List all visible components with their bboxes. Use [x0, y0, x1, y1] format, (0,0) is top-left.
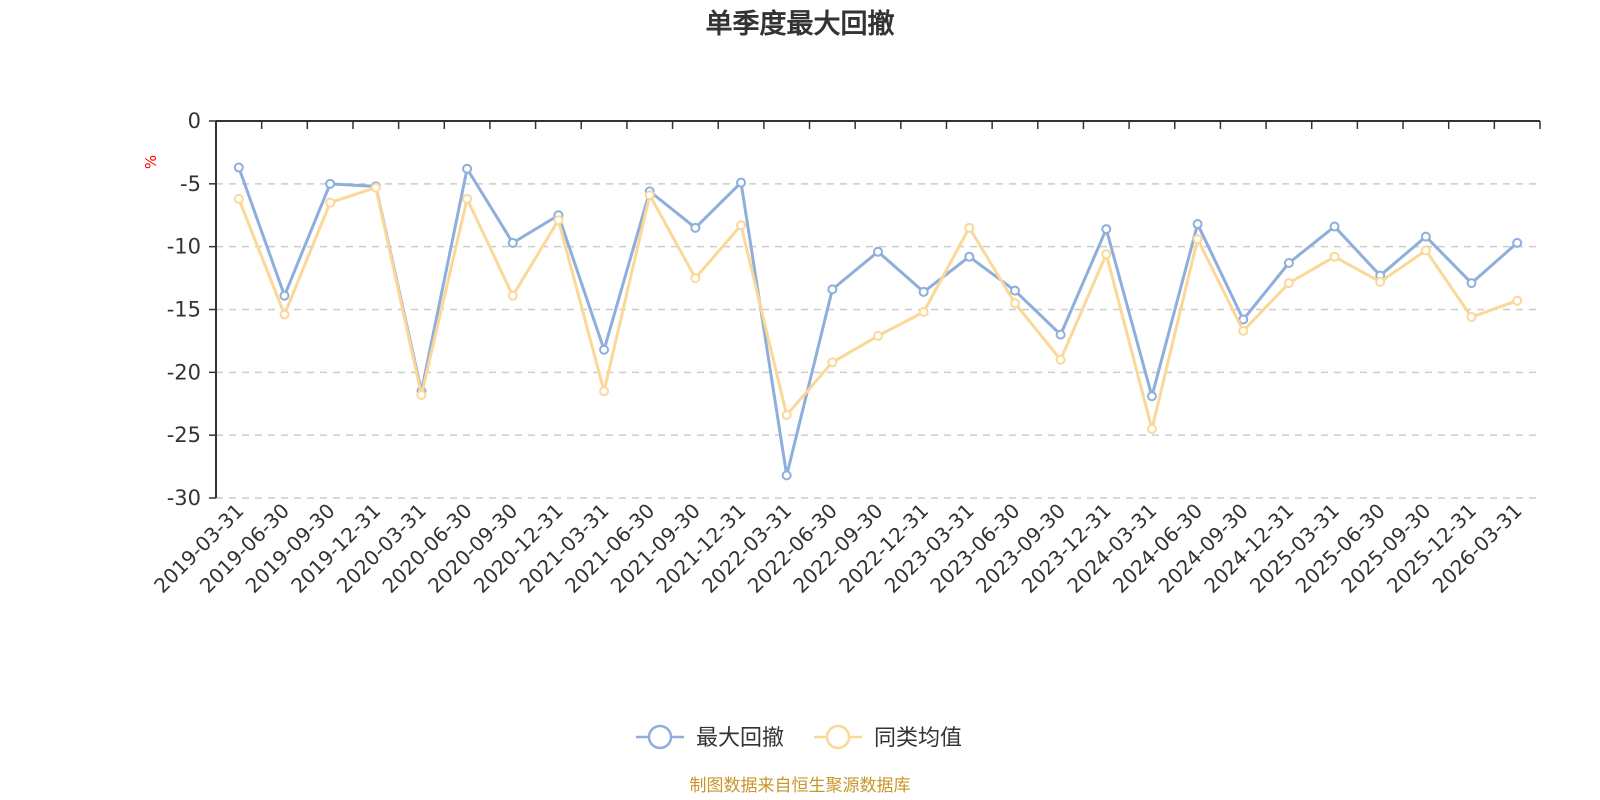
data-point[interactable]	[1055, 329, 1066, 340]
x-axis-tick-labels: 2019-03-312019-06-302019-09-302019-12-31…	[149, 499, 1527, 598]
data-point[interactable]	[964, 251, 975, 262]
data-point[interactable]	[233, 193, 244, 204]
y-tick-label: -10	[167, 235, 201, 259]
data-point[interactable]	[462, 193, 473, 204]
data-point[interactable]	[1192, 234, 1203, 245]
data-point[interactable]	[644, 190, 655, 201]
y-tick-label: -15	[167, 298, 201, 322]
data-point[interactable]	[1466, 312, 1477, 323]
data-point[interactable]	[1101, 224, 1112, 235]
legend-circle-icon	[647, 724, 673, 750]
y-tick-label: 0	[188, 109, 201, 133]
series-line	[237, 166, 1519, 477]
grid-lines	[216, 183, 1540, 499]
data-point[interactable]	[827, 357, 838, 368]
data-point[interactable]	[736, 220, 747, 231]
data-point[interactable]	[1009, 285, 1020, 296]
data-point[interactable]	[1512, 237, 1523, 248]
data-point[interactable]	[964, 222, 975, 233]
data-point[interactable]	[1146, 423, 1157, 434]
data-point[interactable]	[1329, 221, 1340, 232]
data-point[interactable]	[325, 197, 336, 208]
data-point[interactable]	[873, 246, 883, 257]
y-tick-label: -20	[167, 360, 201, 384]
data-point[interactable]	[781, 410, 792, 421]
data-point[interactable]	[1101, 249, 1112, 260]
data-point[interactable]	[599, 344, 610, 355]
data-point[interactable]	[1192, 219, 1203, 230]
data-point[interactable]	[1512, 295, 1523, 306]
data-point[interactable]	[1146, 391, 1157, 402]
data-point[interactable]	[736, 177, 747, 188]
y-axis-unit: %	[142, 155, 160, 169]
data-point[interactable]	[781, 470, 792, 481]
y-tick-label: -30	[167, 486, 201, 510]
legend-label: 最大回撤	[696, 726, 784, 751]
data-point[interactable]	[370, 182, 381, 193]
data-point[interactable]	[1420, 245, 1431, 256]
data-point[interactable]	[416, 389, 427, 400]
data-point[interactable]	[1238, 325, 1249, 336]
series-line	[237, 186, 1518, 431]
y-tick-label: -25	[167, 423, 201, 447]
legend-circle-icon	[825, 724, 851, 750]
data-point[interactable]	[325, 178, 336, 189]
legend-label: 同类均值	[874, 726, 962, 751]
data-point[interactable]	[1055, 354, 1066, 365]
legend-item-2[interactable]: 同类均值	[814, 724, 962, 751]
data-point[interactable]	[1283, 278, 1294, 289]
data-point[interactable]	[462, 163, 473, 174]
chart-title: 单季度最大回撤	[706, 8, 895, 40]
data-point[interactable]	[507, 237, 518, 248]
data-point[interactable]	[1466, 278, 1477, 289]
data-point[interactable]	[279, 290, 290, 301]
data-point[interactable]	[1283, 258, 1294, 269]
legend-item-1[interactable]: 最大回撤	[636, 724, 784, 751]
legend[interactable]: 最大回撤 同类均值	[636, 724, 962, 751]
series-2	[233, 182, 1523, 434]
data-point[interactable]	[1329, 251, 1340, 262]
data-point[interactable]	[1420, 231, 1431, 242]
y-tick-label: -5	[180, 172, 201, 196]
data-point[interactable]	[553, 215, 564, 226]
data-point[interactable]	[1375, 276, 1386, 287]
data-point[interactable]	[827, 284, 838, 295]
data-point[interactable]	[233, 162, 244, 173]
data-point[interactable]	[873, 330, 883, 341]
y-axis-tick-labels: 0 -5 -10 -15 -20 -25 -30	[167, 109, 201, 510]
data-point[interactable]	[599, 386, 610, 397]
series-lines	[233, 162, 1523, 481]
source-note: 制图数据来自恒生聚源数据库	[690, 776, 911, 796]
data-point[interactable]	[918, 286, 929, 297]
data-point[interactable]	[918, 307, 929, 318]
axes	[209, 120, 1541, 499]
data-point[interactable]	[279, 309, 290, 320]
data-point[interactable]	[690, 222, 701, 233]
data-point[interactable]	[1009, 298, 1020, 309]
series-1	[233, 162, 1523, 481]
data-point[interactable]	[690, 273, 701, 284]
data-point[interactable]	[507, 290, 518, 301]
